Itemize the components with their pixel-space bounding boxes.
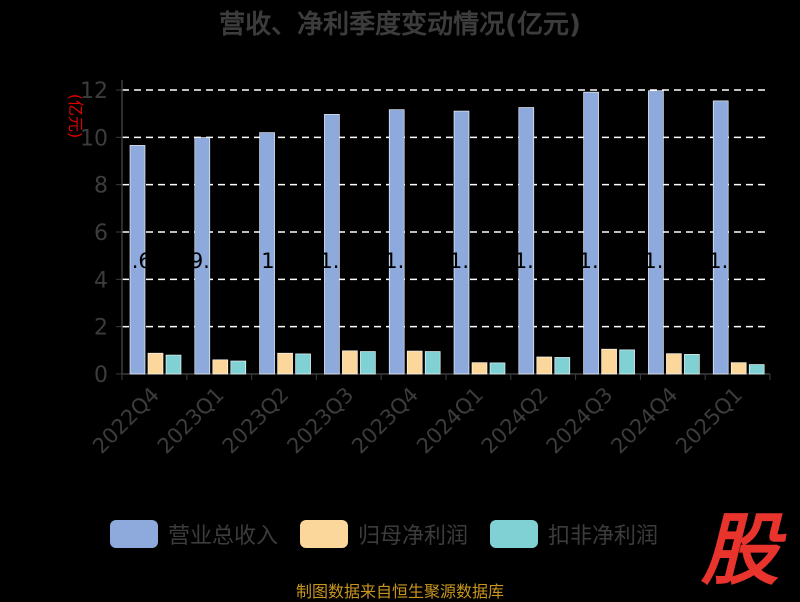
- data-label-revenue: 1.54: [708, 249, 755, 273]
- x-tick-label: 2024Q4: [606, 383, 682, 459]
- bar-net-profit: [601, 348, 617, 375]
- x-tick-label: 2025Q1: [671, 383, 747, 459]
- bar-deducted-profit: [619, 349, 635, 375]
- bar-deducted-profit: [360, 351, 376, 375]
- bar-revenue: [453, 110, 470, 375]
- y-tick-label: 2: [94, 316, 108, 341]
- bar-net-profit: [730, 362, 747, 375]
- data-label-revenue: 1.11: [449, 249, 496, 273]
- x-tick-label: 2024Q1: [412, 383, 488, 459]
- legend-item-net-profit[interactable]: 归母净利润: [300, 518, 468, 550]
- bar-revenue: [259, 132, 275, 375]
- bar-net-profit: [147, 352, 164, 375]
- bar-deducted-profit: [684, 354, 700, 375]
- y-tick-label: 4: [94, 268, 108, 293]
- data-label-revenue: 1.17: [384, 249, 431, 273]
- y-tick-label: 12: [80, 79, 108, 104]
- bar-revenue: [388, 109, 405, 375]
- legend-swatch-deducted-profit: [490, 520, 539, 548]
- x-tick-label: 2022Q4: [88, 383, 164, 459]
- x-tick-label: 2024Q3: [542, 383, 618, 459]
- data-label-revenue: .66: [132, 249, 165, 273]
- bar-net-profit: [342, 350, 358, 375]
- y-tick-label: 0: [94, 363, 108, 388]
- bar-net-profit: [666, 353, 682, 375]
- y-tick-label: 8: [94, 174, 108, 199]
- legend-swatch-net-profit: [300, 520, 349, 548]
- x-tick-label: 2023Q1: [153, 383, 229, 459]
- data-source-note: 制图数据来自恒生聚源数据库: [295, 582, 504, 601]
- legend-label-deducted-profit: 扣非净利润: [548, 524, 659, 549]
- bar-revenue: [324, 114, 340, 375]
- bar-deducted-profit: [489, 362, 506, 375]
- bar-deducted-profit: [295, 353, 311, 375]
- data-label-revenue: 1.91: [579, 249, 626, 273]
- bar-net-profit: [471, 362, 488, 375]
- brand-logo: 股: [700, 506, 779, 596]
- bar-revenue: [518, 107, 535, 375]
- legend-item-revenue[interactable]: 营业总收入: [110, 518, 278, 550]
- legend-swatch-revenue: [110, 520, 158, 548]
- x-tick-label: 2024Q2: [477, 383, 553, 459]
- bar-deducted-profit: [230, 360, 247, 375]
- bar-deducted-profit: [424, 351, 441, 375]
- bar-net-profit: [212, 359, 229, 375]
- bar-deducted-profit: [165, 354, 182, 375]
- bar-revenue: [712, 100, 729, 375]
- data-label-revenue: 1.97: [319, 249, 366, 273]
- data-label-revenue: 9.99: [190, 249, 237, 273]
- x-tick-label: 2023Q3: [282, 383, 358, 459]
- y-axis-label: (亿元): [66, 94, 85, 139]
- data-label-revenue: 1.97: [643, 249, 690, 273]
- legend-label-net-profit: 归母净利润: [358, 524, 469, 549]
- x-tick-label: 2023Q2: [218, 383, 294, 459]
- bar-revenue: [194, 137, 211, 375]
- data-label-revenue: 1.26: [514, 249, 561, 273]
- legend: 营业总收入 归母净利润 扣非净利润: [110, 518, 680, 550]
- bar-revenue: [583, 91, 599, 375]
- bar-net-profit: [406, 350, 423, 375]
- y-tick-label: 6: [94, 221, 108, 246]
- y-tick-label: 10: [80, 126, 108, 151]
- chart-title: 营收、净利季度变动情况(亿元): [219, 10, 581, 40]
- legend-label-revenue: 营业总收入: [168, 524, 279, 549]
- bar-net-profit: [277, 352, 293, 375]
- legend-item-deducted-profit[interactable]: 扣非净利润: [490, 518, 658, 550]
- bar-deducted-profit: [748, 364, 765, 375]
- bar-revenue: [648, 90, 664, 375]
- bar-deducted-profit: [554, 357, 571, 375]
- data-label-revenue: 1.2: [261, 249, 294, 273]
- x-tick-label: 2023Q4: [347, 383, 423, 459]
- bar-net-profit: [536, 356, 553, 375]
- bar-revenue: [129, 145, 146, 375]
